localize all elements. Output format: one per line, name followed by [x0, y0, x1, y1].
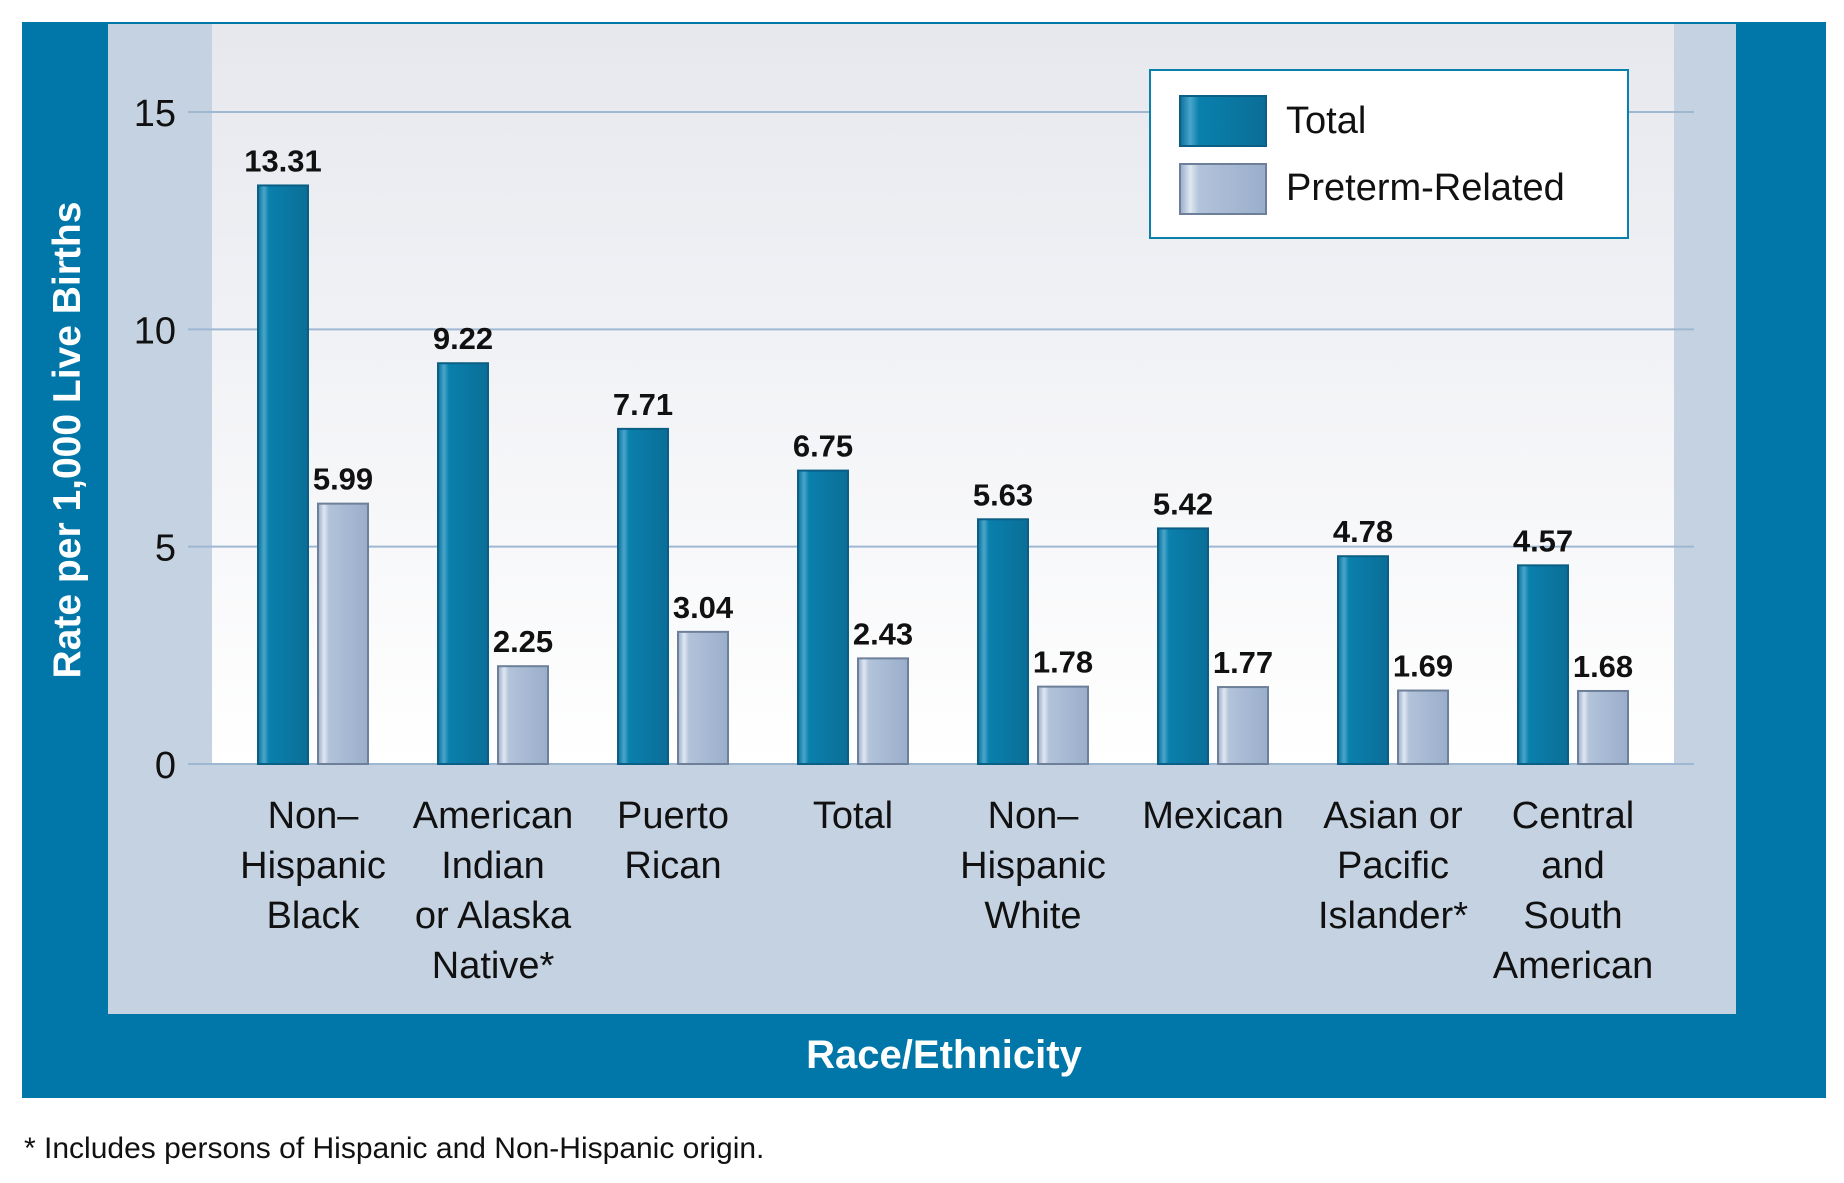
data-label: 4.78: [1333, 514, 1393, 549]
bar-total: [437, 362, 489, 765]
legend-label-preterm: Preterm-Related: [1286, 167, 1565, 209]
y-tick-label: 0: [155, 745, 176, 787]
data-label: 1.78: [1033, 645, 1093, 680]
x-tick-label: American Indian or Alaska Native*: [413, 795, 574, 987]
bar-total: [977, 518, 1029, 765]
data-label: 13.31: [244, 143, 322, 178]
x-tick-label: Central and South American: [1493, 795, 1654, 987]
x-tick-label: Non– Hispanic White: [960, 795, 1106, 937]
data-label: 1.77: [1213, 645, 1273, 680]
y-axis-label: Rate per 1,000 Live Births: [46, 202, 89, 679]
data-label: 4.57: [1513, 523, 1573, 558]
data-label: 2.43: [853, 616, 913, 651]
x-axis-label: Race/Ethnicity: [806, 1033, 1082, 1077]
legend-swatch-preterm: [1179, 163, 1267, 215]
bar-preterm: [317, 502, 369, 765]
bar-total: [257, 184, 309, 765]
legend: Total Preterm-Related: [1149, 69, 1629, 239]
data-label: 5.99: [313, 462, 373, 497]
bar-preterm: [497, 665, 549, 766]
y-axis-ticks: 0 5 10 15: [134, 93, 176, 787]
x-tick-label: Non– Hispanic Black: [240, 795, 386, 937]
bar-preterm: [1037, 685, 1089, 765]
bar-total: [617, 427, 669, 765]
bar-total: [1517, 564, 1569, 766]
data-label: 1.69: [1393, 649, 1453, 684]
bar-total: [797, 469, 849, 765]
bar-total: [1337, 555, 1389, 765]
bars: 13.31 5.99 9.22 2.25 7.71 3.04 6.75 2.43 5.63 1.7…: [244, 143, 1633, 766]
y-tick-label: 10: [134, 310, 176, 352]
data-label: 1.68: [1573, 649, 1633, 684]
data-label: 2.25: [493, 624, 553, 659]
bar-preterm: [1397, 689, 1449, 765]
data-label: 7.71: [613, 387, 673, 422]
x-tick-label: Asian or Pacific Islander*: [1318, 795, 1468, 937]
bar-preterm: [677, 630, 729, 765]
x-tick-label: Mexican: [1142, 795, 1284, 837]
bar-preterm: [1577, 689, 1629, 766]
bar-total: [1157, 527, 1209, 765]
x-tick-label: Total: [813, 795, 893, 837]
bar-preterm: [1217, 686, 1269, 766]
legend-label-total: Total: [1286, 100, 1366, 142]
data-label: 9.22: [433, 321, 493, 356]
data-label: 5.42: [1153, 486, 1213, 521]
y-tick-label: 15: [134, 93, 176, 135]
footnote: * Includes persons of Hispanic and Non-H…: [24, 1132, 765, 1165]
data-label: 5.63: [973, 477, 1033, 512]
data-label: 6.75: [793, 429, 853, 464]
data-label: 3.04: [673, 590, 734, 625]
legend-swatch-total: [1179, 95, 1267, 147]
bar-preterm: [857, 657, 909, 765]
x-tick-label: Puerto Rican: [617, 795, 729, 887]
y-tick-label: 5: [155, 528, 176, 570]
